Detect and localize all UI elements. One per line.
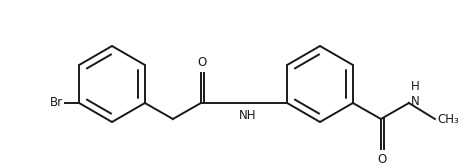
Text: O: O: [377, 153, 386, 166]
Text: Br: Br: [50, 96, 63, 110]
Text: O: O: [197, 56, 206, 69]
Text: CH₃: CH₃: [437, 113, 459, 125]
Text: H: H: [411, 80, 420, 93]
Text: NH: NH: [239, 109, 257, 122]
Text: N: N: [411, 94, 420, 108]
